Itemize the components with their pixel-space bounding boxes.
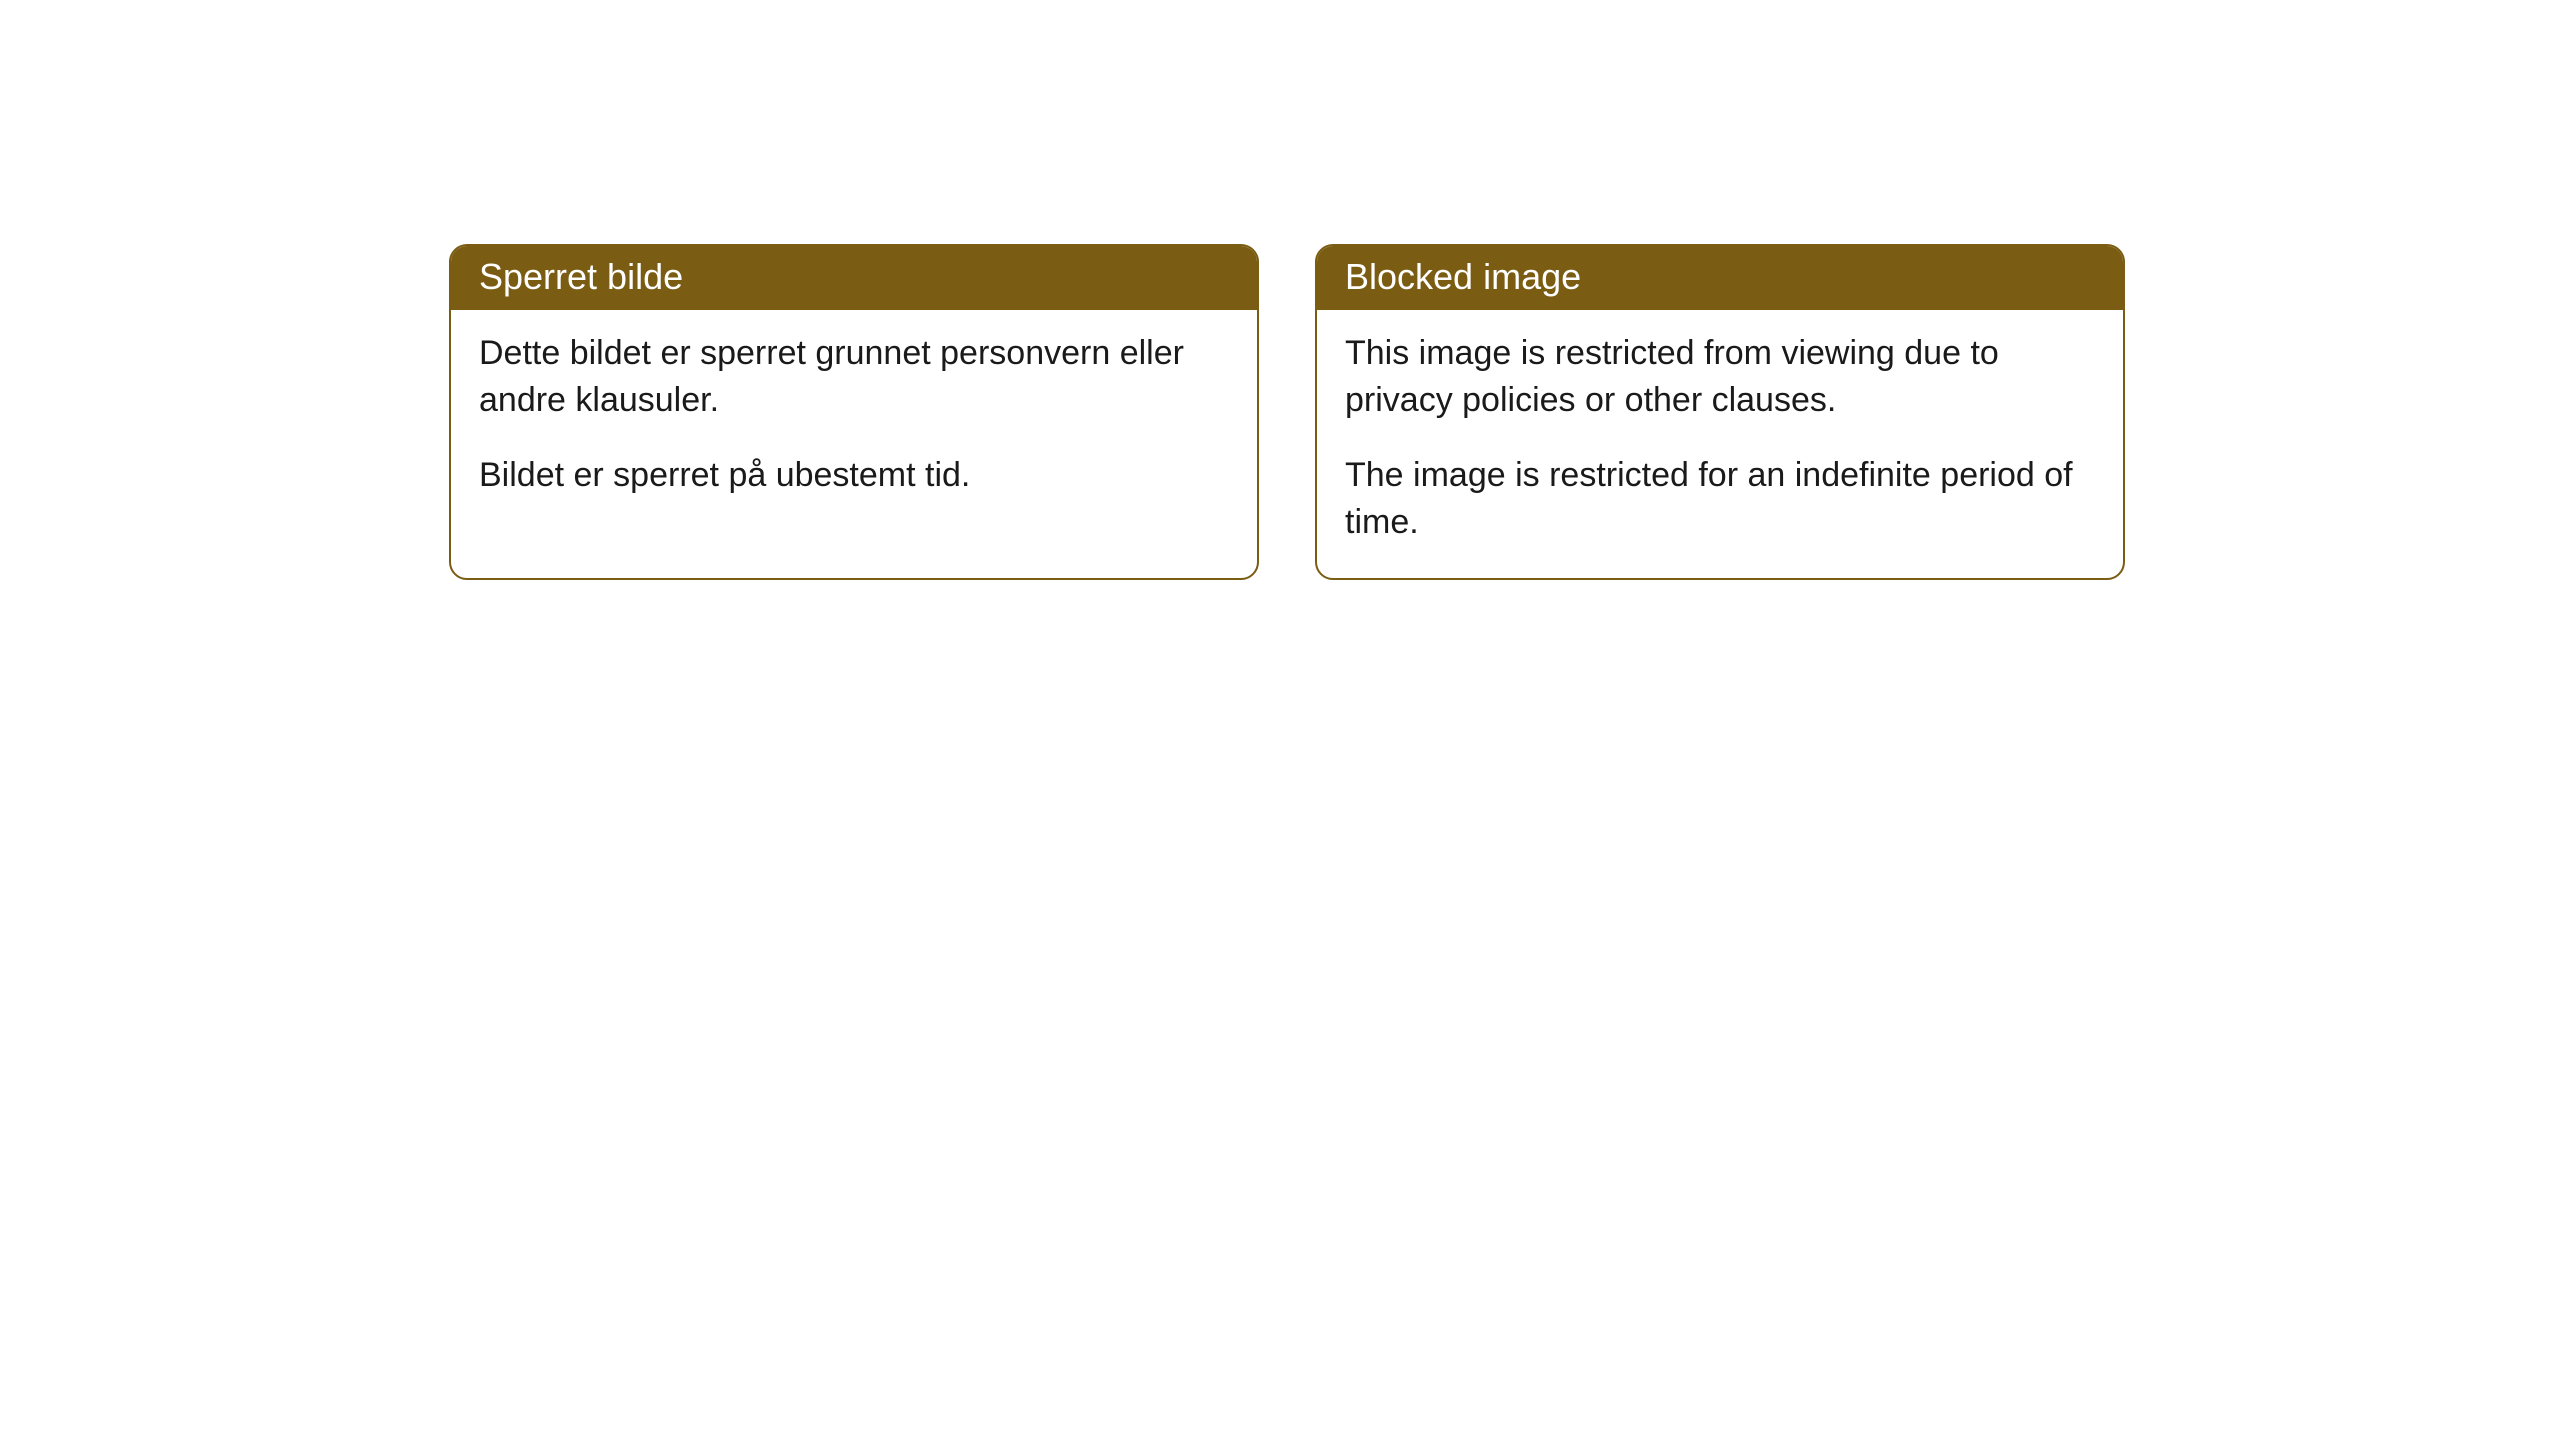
box-title-en: Blocked image [1345, 256, 1581, 297]
box-title-no: Sperret bilde [479, 256, 683, 297]
box-header-en: Blocked image [1317, 246, 2123, 310]
box-paragraph: This image is restricted from viewing du… [1345, 330, 2095, 424]
box-body-no: Dette bildet er sperret grunnet personve… [451, 310, 1257, 531]
blocked-image-box-no: Sperret bilde Dette bildet er sperret gr… [449, 244, 1259, 580]
box-paragraph: Bildet er sperret på ubestemt tid. [479, 452, 1229, 499]
box-header-no: Sperret bilde [451, 246, 1257, 310]
box-paragraph: The image is restricted for an indefinit… [1345, 452, 2095, 546]
message-container: Sperret bilde Dette bildet er sperret gr… [0, 0, 2560, 580]
box-body-en: This image is restricted from viewing du… [1317, 310, 2123, 578]
blocked-image-box-en: Blocked image This image is restricted f… [1315, 244, 2125, 580]
box-paragraph: Dette bildet er sperret grunnet personve… [479, 330, 1229, 424]
